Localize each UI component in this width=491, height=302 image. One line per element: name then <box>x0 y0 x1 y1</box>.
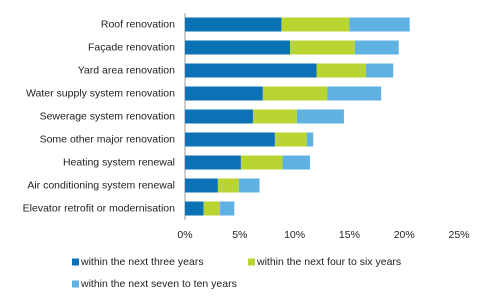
y-tick-label: Elevator retrofit or modernisation <box>23 202 175 214</box>
x-tick-label: 0% <box>177 229 192 241</box>
legend-label: within the next three years <box>80 256 204 268</box>
y-tick-label: Heating system renewal <box>63 156 175 168</box>
bar <box>185 63 317 78</box>
y-tick-label: Some other major renovation <box>40 133 176 145</box>
bar <box>281 17 350 32</box>
bar <box>185 109 253 124</box>
legend-swatch <box>72 258 79 266</box>
bar <box>296 109 344 124</box>
y-tick-label: Sewerage system renovation <box>40 110 176 122</box>
bar <box>252 109 297 124</box>
bar <box>238 178 260 193</box>
x-tick-label: 20% <box>394 229 415 241</box>
bar <box>282 155 310 170</box>
legend-swatch <box>72 280 79 288</box>
legend-label: within the next four to six years <box>256 256 401 268</box>
bar <box>185 178 218 193</box>
x-tick-label: 5% <box>232 229 247 241</box>
bar <box>185 17 282 32</box>
bar <box>217 178 239 193</box>
bar <box>354 40 399 55</box>
x-tick-label: 15% <box>339 229 360 241</box>
y-tick-label: Façade renovation <box>88 41 175 53</box>
bar <box>327 86 382 101</box>
bar <box>220 201 235 216</box>
y-tick-label: Water supply system renovation <box>26 87 175 99</box>
y-tick-label: Air conditioning system renewal <box>27 179 175 191</box>
x-tick-label: 25% <box>448 229 469 241</box>
legend-label: within the next seven to ten years <box>80 278 237 290</box>
bar <box>185 201 204 216</box>
y-tick-label: Roof renovation <box>101 18 175 30</box>
x-tick-label: 10% <box>284 229 305 241</box>
bar <box>185 86 263 101</box>
bar <box>316 63 366 78</box>
bar <box>185 132 275 147</box>
bar <box>365 63 394 78</box>
bar <box>262 86 328 101</box>
bar <box>185 40 291 55</box>
bar <box>185 155 241 170</box>
bar <box>290 40 355 55</box>
legend-swatch <box>248 258 255 266</box>
bar <box>274 132 307 147</box>
bar <box>306 132 314 147</box>
y-tick-label: Yard area renovation <box>78 64 175 76</box>
bar <box>240 155 283 170</box>
bar <box>349 17 410 32</box>
bar <box>203 201 221 216</box>
